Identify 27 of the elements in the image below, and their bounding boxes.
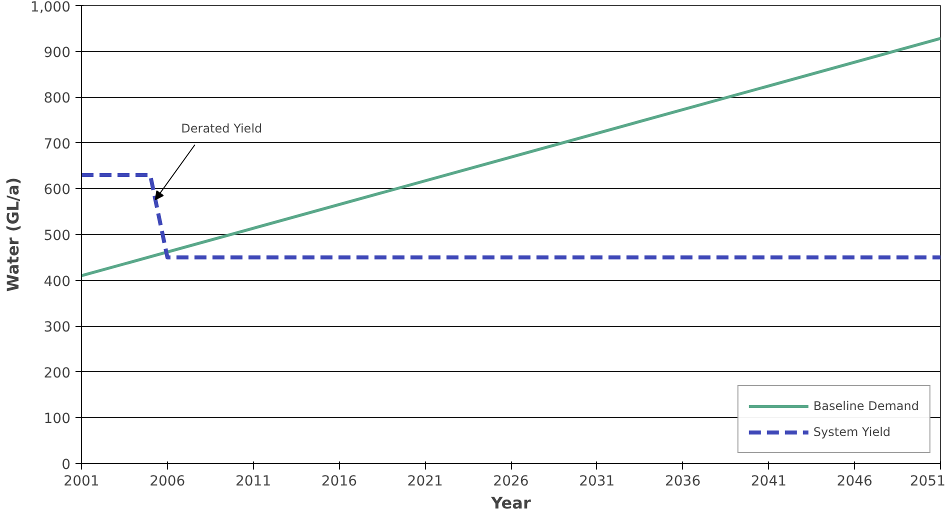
x-tick-label: 2026 [493, 474, 529, 490]
y-tick-label: 600 [44, 182, 71, 198]
y-tick-label: 900 [44, 44, 71, 61]
x-tick-label: 2016 [321, 474, 358, 490]
y-tick-label: 0 [62, 457, 71, 473]
x-tick-label: 2051 [910, 474, 946, 490]
y-tick-label: 1,000 [30, 0, 71, 16]
y-tick-label: 700 [44, 136, 71, 152]
legend-label: Baseline Demand [813, 399, 919, 413]
x-tick-label: 2006 [150, 474, 186, 490]
y-tick-label: 800 [44, 90, 71, 107]
x-tick-label: 2011 [235, 474, 272, 490]
x-tick-label: 2041 [750, 474, 787, 490]
x-tick-label: 2031 [579, 474, 615, 490]
x-tick-label: 2021 [407, 474, 443, 490]
y-tick-label: 500 [44, 228, 71, 244]
x-tick-label: 2036 [664, 474, 701, 490]
y-tick-label: 200 [44, 365, 71, 382]
y-tick-label: 100 [44, 411, 71, 428]
x-tick-label: 2001 [64, 474, 100, 490]
y-tick-label: 400 [44, 274, 71, 290]
y-axis-title: Water (GL/a) [3, 177, 22, 292]
x-tick-label: 2046 [836, 474, 873, 490]
legend-label: System Yield [813, 425, 891, 439]
x-axis-title: Year [490, 494, 531, 512]
annotation: Derated Yield [181, 122, 262, 136]
y-tick-label: 300 [44, 320, 71, 336]
